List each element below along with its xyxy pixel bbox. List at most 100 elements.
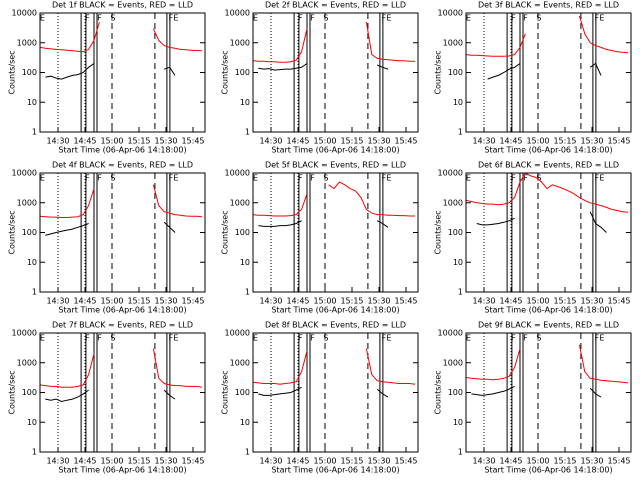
data-line: [45, 63, 176, 80]
event-label: F: [97, 334, 102, 343]
x-tick-label: 14:45: [73, 297, 96, 306]
x-tick-label: 15:30: [154, 457, 177, 466]
event-label: S: [323, 334, 328, 343]
y-axis-label: Counts/sec: [221, 210, 230, 254]
panel: Det 1f BLACK = Events, RED = LLD Start Ti…: [8, 1, 206, 155]
x-tick-label: 15:30: [367, 457, 390, 466]
y-tick-label: 1000: [230, 198, 250, 207]
event-label: S: [110, 174, 115, 183]
x-axis-label: Start Time (06-Apr-06 14:18:00): [271, 466, 399, 475]
y-tick-label: 10000: [438, 329, 463, 338]
event-label: E: [386, 174, 391, 183]
y-tick-label: 100: [22, 388, 37, 397]
event-label: F: [381, 14, 386, 23]
x-tick-label: 15:45: [607, 457, 630, 466]
y-axis-label: Counts/sec: [434, 50, 443, 94]
plot-frame: [39, 12, 206, 133]
panel: Det 5f BLACK = Events, RED = LLD Start Ti…: [221, 161, 419, 315]
data-line: [466, 173, 629, 213]
event-label: F: [298, 14, 303, 23]
x-tick-label: 15:15: [127, 297, 150, 306]
panel: Det 9f BLACK = Events, RED = LLD Start Ti…: [434, 321, 632, 475]
panel: Det 6f BLACK = Events, RED = LLD Start Ti…: [434, 161, 632, 315]
x-tick-label: 15:45: [181, 137, 204, 146]
data-line: [45, 221, 176, 236]
x-tick-label: 14:30: [46, 297, 69, 306]
y-tick-label: 10: [27, 418, 37, 427]
event-label: E: [386, 14, 391, 23]
panel-title: Det 2f BLACK = Events, RED = LLD: [265, 1, 406, 10]
x-tick-label: 15:15: [340, 297, 363, 306]
event-label: F: [310, 174, 315, 183]
x-tick-label: 15:15: [340, 137, 363, 146]
event-label: E: [386, 334, 391, 343]
data-line: [466, 344, 629, 384]
x-axis-label: Start Time (06-Apr-06 14:18:00): [484, 146, 612, 155]
panel: Det 2f BLACK = Events, RED = LLD Start Ti…: [221, 1, 419, 155]
event-label: S: [323, 174, 328, 183]
panel-title: Det 7f BLACK = Events, RED = LLD: [52, 321, 193, 330]
x-tick-label: 15:00: [100, 297, 123, 306]
y-axis-label: Counts/sec: [221, 370, 230, 414]
y-tick-label: 10: [453, 258, 463, 267]
x-tick-label: 14:30: [472, 297, 495, 306]
y-axis-label: Counts/sec: [221, 50, 230, 94]
y-tick-label: 1000: [17, 198, 37, 207]
x-tick-label: 15:45: [607, 137, 630, 146]
data-line: [487, 62, 602, 80]
y-tick-label: 1000: [17, 38, 37, 47]
y-tick-label: 10000: [225, 169, 250, 178]
event-label: F: [511, 14, 516, 23]
event-label: F: [381, 174, 386, 183]
panel: Det 8f BLACK = Events, RED = LLD Start Ti…: [221, 321, 419, 475]
x-tick-label: 15:15: [553, 457, 576, 466]
event-label: S: [323, 14, 328, 23]
y-tick-label: 10: [240, 258, 250, 267]
plot-frame: [252, 332, 419, 453]
data-line: [471, 385, 602, 398]
x-tick-label: 15:00: [313, 457, 336, 466]
x-tick-label: 14:30: [472, 137, 495, 146]
plot-frame: [252, 12, 419, 133]
y-tick-label: 10000: [12, 329, 37, 338]
x-axis-label: Start Time (06-Apr-06 14:18:00): [484, 306, 612, 315]
y-tick-label: 1: [32, 128, 37, 137]
event-label: F: [97, 14, 102, 23]
x-tick-label: 14:45: [73, 137, 96, 146]
x-tick-label: 15:15: [553, 137, 576, 146]
event-label: F: [523, 14, 528, 23]
plot-frame: [39, 332, 206, 453]
x-tick-label: 15:45: [181, 457, 204, 466]
panel-title: Det 6f BLACK = Events, RED = LLD: [478, 161, 619, 170]
y-tick-label: 10: [240, 98, 250, 107]
data-line: [40, 21, 203, 53]
y-tick-label: 10000: [12, 169, 37, 178]
x-tick-label: 15:15: [553, 297, 576, 306]
y-axis-label: Counts/sec: [434, 370, 443, 414]
event-label: S: [536, 14, 541, 23]
plot-frame: [39, 172, 206, 293]
event-label: F: [594, 14, 599, 23]
x-tick-label: 15:30: [367, 137, 390, 146]
y-tick-label: 1: [245, 288, 250, 297]
data-line: [258, 220, 389, 228]
x-tick-label: 15:45: [607, 297, 630, 306]
y-tick-label: 1: [32, 448, 37, 457]
event-label: S: [536, 174, 541, 183]
event-label: F: [511, 334, 516, 343]
x-tick-label: 15:30: [580, 297, 603, 306]
x-tick-label: 14:45: [286, 137, 309, 146]
event-label: E: [599, 14, 604, 23]
x-axis-label: Start Time (06-Apr-06 14:18:00): [58, 146, 186, 155]
event-label: S: [110, 14, 115, 23]
x-tick-label: 14:45: [73, 457, 96, 466]
x-axis-label: Start Time (06-Apr-06 14:18:00): [484, 466, 612, 475]
x-tick-label: 15:00: [526, 297, 549, 306]
y-tick-label: 100: [22, 68, 37, 77]
panel: Det 4f BLACK = Events, RED = LLD Start Ti…: [8, 161, 206, 315]
x-axis-label: Start Time (06-Apr-06 14:18:00): [58, 306, 186, 315]
x-tick-label: 14:30: [46, 137, 69, 146]
x-tick-label: 14:30: [46, 457, 69, 466]
y-tick-label: 1: [458, 448, 463, 457]
panel-title: Det 5f BLACK = Events, RED = LLD: [265, 161, 406, 170]
